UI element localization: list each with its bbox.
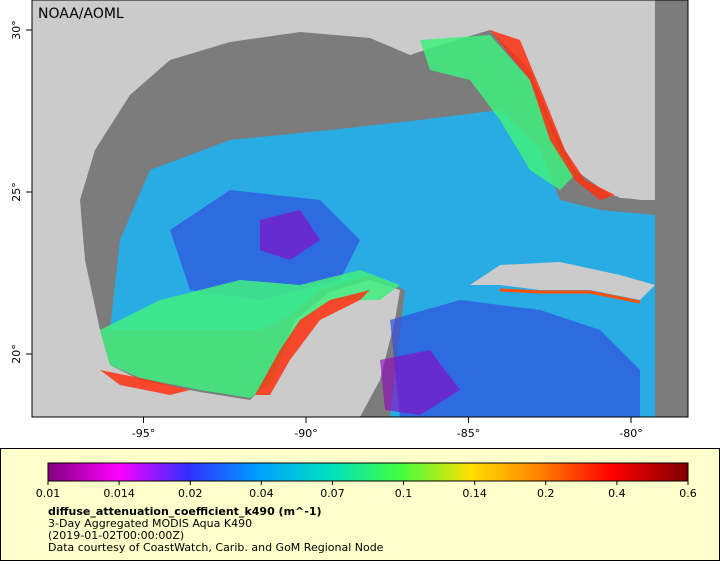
data-green [100, 35, 575, 398]
colorbar [47, 462, 689, 482]
data-purple [260, 210, 460, 415]
cuba [470, 262, 655, 300]
colorbar-tick-label: 0.01 [36, 487, 61, 500]
colorbar-tick-label: 0.6 [679, 487, 697, 500]
x-tick-label: -80° [619, 427, 642, 440]
colorbar-ticks: 0.01 0.014 0.02 0.04 0.07 0.1 0.14 0.2 0.4 0.6 [36, 481, 697, 500]
legend-line: 3-Day Aggregated MODIS Aqua K490 [48, 517, 252, 530]
colorbar-tick-label: 0.04 [249, 487, 274, 500]
axes: -95° -90° -85° -80° 30° 25° 20° [10, 20, 643, 440]
cuba-coast [499, 288, 641, 304]
colorbar-tick-label: 0.2 [537, 487, 555, 500]
x-tick-label: -95° [132, 427, 155, 440]
atlantic [655, 0, 688, 417]
y-tick-label: 25° [10, 182, 23, 202]
map: NOAA/AOML [31, 0, 689, 418]
x-tick-label: -85° [457, 427, 480, 440]
colorbar-tick-label: 0.07 [320, 487, 345, 500]
y-tick-label: 20° [10, 344, 23, 364]
watermark: NOAA/AOML [38, 6, 124, 22]
colorbar-tick-label: 0.02 [178, 487, 203, 500]
colorbar-tick-label: 0.14 [462, 487, 487, 500]
x-tick-label: -90° [294, 427, 317, 440]
colorbar-tick-label: 0.1 [395, 487, 413, 500]
y-tick-label: 30° [10, 20, 23, 40]
map-frame [31, 0, 689, 418]
florida [545, 0, 655, 200]
variable-name: diffuse_attenuation_coefficient_k490 (m^… [48, 505, 322, 518]
colorbar-tick-label: 0.014 [103, 487, 135, 500]
colorbar-tick-label: 0.4 [608, 487, 626, 500]
legend-line: Data courtesy of CoastWatch, Carib. and … [48, 541, 384, 554]
legend-line: (2019-01-02T00:00:00Z) [48, 529, 184, 542]
legend-panel: 0.01 0.014 0.02 0.04 0.07 0.1 0.14 0.2 0.4 0.6 di… [0, 448, 720, 561]
